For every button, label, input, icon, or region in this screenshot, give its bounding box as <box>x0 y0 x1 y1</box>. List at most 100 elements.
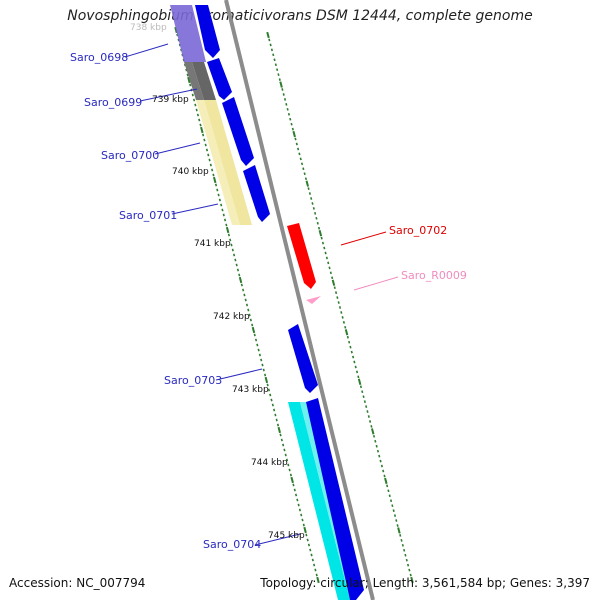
tick-mark <box>317 226 321 230</box>
tick-mark <box>267 388 271 392</box>
tick-mark <box>301 518 304 522</box>
gene-label[interactable]: Saro_0700 <box>101 149 159 162</box>
cds-arrow-saro-0703[interactable] <box>288 324 318 393</box>
tick-mark <box>344 325 347 329</box>
tick-mark <box>341 316 344 319</box>
cog-bar-saro-0699[interactable] <box>192 62 216 100</box>
cog-bar-saro-0704[interactable] <box>288 402 350 600</box>
tick-mark <box>302 167 305 171</box>
tick-mark <box>217 193 220 197</box>
tick-mark <box>383 474 386 478</box>
tick-mark <box>367 415 370 418</box>
tick-mark <box>189 83 192 87</box>
cds-arrow-saro-0699[interactable] <box>207 58 232 100</box>
gene-label[interactable]: Saro_0699 <box>84 96 142 109</box>
tick-mark <box>395 519 398 522</box>
tick-mark <box>282 93 285 96</box>
rna-marker-saro-r0009[interactable] <box>306 296 321 304</box>
tick-mark <box>354 365 357 369</box>
tick-mark <box>274 413 277 417</box>
gene-label[interactable]: Saro_0702 <box>389 224 447 237</box>
tick-mark <box>240 283 243 287</box>
tick-mark <box>281 88 284 91</box>
tick-mark <box>204 143 207 147</box>
cog-bar-saro-0698[interactable] <box>170 5 206 62</box>
tick-mark <box>236 268 240 272</box>
tick-mark <box>298 508 302 512</box>
tick-mark <box>401 543 404 547</box>
tick-mark <box>195 108 198 112</box>
tick-mark <box>409 573 412 577</box>
tick-mark <box>312 207 315 210</box>
tick-mark <box>214 183 218 187</box>
tick-mark <box>229 238 232 242</box>
tick-ring-inner <box>174 26 320 584</box>
tick-mark <box>277 426 281 434</box>
tick-mark <box>285 458 289 462</box>
tick-mark <box>313 563 316 567</box>
tick-mark <box>303 172 306 176</box>
accession-info: Accession: NC_007794 <box>9 576 145 590</box>
tick-mark <box>370 425 373 428</box>
leader-saro-0703 <box>215 368 263 381</box>
tick-mark <box>397 527 401 534</box>
tick-mark <box>307 543 311 547</box>
cog-bar-saro-0699b[interactable] <box>184 62 204 100</box>
tick-mark <box>211 168 214 172</box>
tick-mark <box>406 563 410 567</box>
tick-mark <box>272 53 275 57</box>
tick-mark <box>366 410 369 413</box>
gene-label[interactable]: Saro_0698 <box>70 51 128 64</box>
tick-mark <box>233 253 236 257</box>
tick-mark <box>299 157 302 161</box>
tick-mark <box>334 291 338 295</box>
leader-saro-0701 <box>171 203 219 215</box>
gene-label[interactable]: Saro_R0009 <box>401 269 467 282</box>
tick-mark <box>277 73 280 77</box>
tick-mark <box>331 276 334 280</box>
topology-label: Topology: <box>260 576 317 590</box>
tick-mark <box>298 152 301 156</box>
tick-mark <box>283 448 286 452</box>
tick-mark <box>271 403 274 407</box>
cds-arrow-saro-0698[interactable] <box>195 5 220 58</box>
ruler-label: 738 kbp <box>130 23 167 33</box>
tick-mark <box>213 176 217 184</box>
tick-mark <box>342 320 346 324</box>
cds-arrow-saro-0702[interactable] <box>287 223 316 289</box>
genes-value: 3,397 <box>555 576 590 590</box>
cds-arrow-saro-0700[interactable] <box>222 97 254 166</box>
ruler-label: 741 kbp <box>194 239 231 249</box>
gene-label[interactable]: Saro_0703 <box>164 374 222 387</box>
tick-mark <box>186 73 189 77</box>
tick-mark <box>294 137 297 141</box>
cds-arrow-saro-0704[interactable] <box>306 398 364 600</box>
gene-label[interactable]: Saro_0704 <box>203 538 261 551</box>
gene-label[interactable]: Saro_0701 <box>119 209 177 222</box>
ruler-label: 739 kbp <box>152 95 189 105</box>
cog-bar-saro-0700b[interactable] <box>196 100 240 225</box>
tick-mark <box>297 503 300 507</box>
topology-value: circular; <box>320 576 369 590</box>
tick-mark <box>289 473 292 477</box>
tick-mark <box>310 197 313 200</box>
tick-mark <box>311 558 314 562</box>
tick-mark <box>282 443 285 447</box>
tick-mark <box>340 311 343 314</box>
ruler-label: 743 kbp <box>232 385 269 395</box>
tick-mark <box>293 488 296 492</box>
tick-mark <box>227 233 231 237</box>
tick-mark <box>221 208 224 212</box>
tick-mark <box>276 423 280 427</box>
tick-ring-outer <box>266 31 414 584</box>
tick-mark <box>203 138 206 142</box>
cog-bar-saro-0700[interactable] <box>204 100 252 225</box>
tick-mark <box>284 453 287 457</box>
tick-mark <box>344 329 349 336</box>
leader-saro-0704 <box>254 533 301 546</box>
tick-mark <box>307 187 310 190</box>
tick-mark <box>287 463 290 467</box>
cds-arrow-saro-0701[interactable] <box>243 165 270 222</box>
tick-mark <box>218 198 221 202</box>
tick-mark <box>337 301 340 304</box>
